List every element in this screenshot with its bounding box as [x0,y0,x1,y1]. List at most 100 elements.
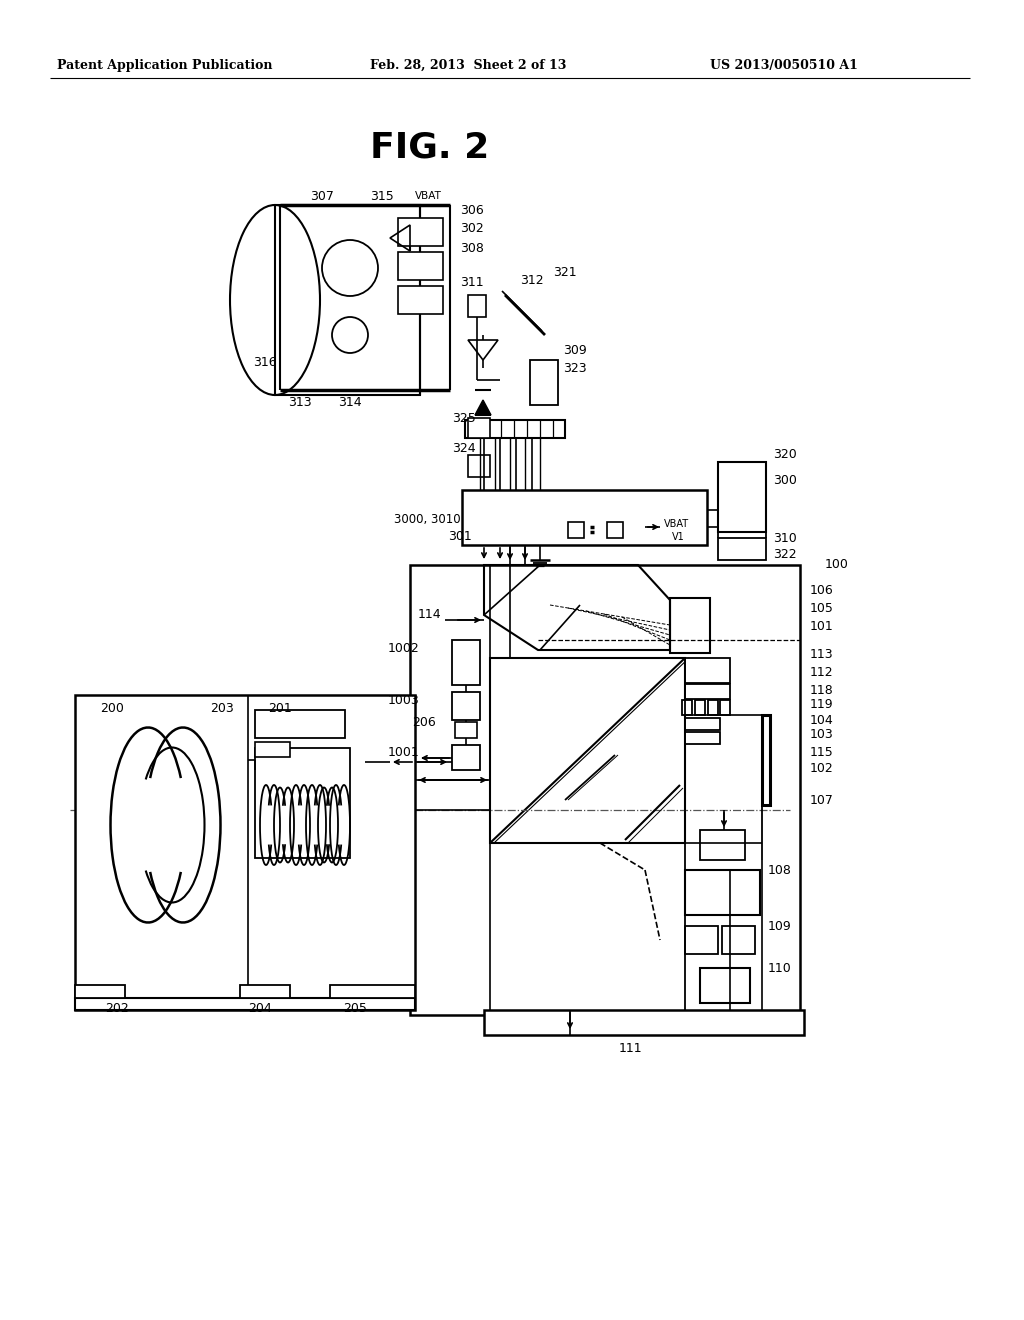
Text: 203: 203 [210,701,233,714]
Text: 201: 201 [268,701,292,714]
Text: 307: 307 [310,190,334,202]
Bar [75,998,415,1010]
Bar [700,830,745,861]
Bar [530,360,558,405]
Text: 314: 314 [338,396,361,408]
Bar [718,539,766,560]
Text: 302: 302 [460,222,483,235]
Text: V1: V1 [672,532,685,543]
Text: 119: 119 [810,698,834,711]
Bar [685,927,718,954]
Text: Feb. 28, 2013  Sheet 2 of 13: Feb. 28, 2013 Sheet 2 of 13 [370,58,566,71]
Bar [568,521,584,539]
Text: 106: 106 [810,583,834,597]
Text: FIG. 2: FIG. 2 [371,131,489,165]
Bar [452,744,480,770]
Text: 118: 118 [810,684,834,697]
Text: 105: 105 [810,602,834,615]
Bar [468,455,490,477]
Bar [275,205,420,395]
Text: 204: 204 [248,1002,271,1015]
Text: 308: 308 [460,242,484,255]
Bar [484,1010,804,1035]
Text: 306: 306 [460,203,483,216]
Polygon shape [475,400,490,414]
Text: 112: 112 [810,665,834,678]
Text: 205: 205 [343,1002,367,1015]
Text: 310: 310 [773,532,797,544]
Bar [722,927,755,954]
Bar [75,985,125,998]
Bar [685,684,730,700]
Text: 300: 300 [773,474,797,487]
Text: 110: 110 [768,961,792,974]
Text: 115: 115 [810,746,834,759]
Text: 104: 104 [810,714,834,726]
Bar [452,692,480,719]
Bar [670,598,710,653]
Text: 206: 206 [412,715,436,729]
Bar [240,985,290,998]
Text: 202: 202 [105,1002,129,1015]
Bar [75,696,415,1010]
Text: US 2013/0050510 A1: US 2013/0050510 A1 [710,58,858,71]
Bar [607,521,623,539]
Text: Patent Application Publication: Patent Application Publication [57,58,272,71]
Text: 325: 325 [452,412,476,425]
Text: 324: 324 [452,441,475,454]
Bar [255,748,350,858]
Text: 312: 312 [520,273,544,286]
Bar [465,420,565,438]
Bar [462,490,707,545]
Text: 108: 108 [768,863,792,876]
Bar [455,722,477,738]
Bar [708,700,718,715]
Text: 113: 113 [810,648,834,661]
Bar [700,968,750,1003]
Text: 100: 100 [825,558,849,572]
Bar [468,418,490,438]
Bar [762,715,770,805]
Text: 114: 114 [418,609,441,622]
Text: 111: 111 [618,1041,642,1055]
Bar [685,733,720,744]
Text: 323: 323 [563,362,587,375]
Bar [490,657,685,843]
Bar [682,700,692,715]
Bar [398,286,443,314]
Text: 1002: 1002 [388,642,420,655]
Text: VBAT: VBAT [664,519,689,529]
Text: 1003: 1003 [388,693,420,706]
Text: 320: 320 [773,449,797,462]
Bar [695,700,705,715]
Text: 107: 107 [810,793,834,807]
Bar [718,462,766,532]
Bar [410,565,800,1015]
Text: VBAT: VBAT [415,191,442,201]
Text: 101: 101 [810,619,834,632]
Text: 102: 102 [810,762,834,775]
Bar [720,700,730,715]
Text: 322: 322 [773,549,797,561]
Text: 309: 309 [563,343,587,356]
Bar [398,252,443,280]
Bar [452,640,480,685]
Text: 301: 301 [449,531,472,544]
Text: 103: 103 [810,729,834,742]
Bar [398,218,443,246]
Bar [468,294,486,317]
Text: 1001: 1001 [388,746,420,759]
Bar [255,742,290,756]
Text: 200: 200 [100,701,124,714]
Text: 109: 109 [768,920,792,932]
Bar [330,985,415,998]
Bar [685,657,730,682]
Text: 311: 311 [460,276,483,289]
Text: 313: 313 [288,396,311,408]
Text: 3000, 3010: 3000, 3010 [394,513,461,527]
Text: 321: 321 [553,265,577,279]
Bar [255,710,345,738]
Text: 316: 316 [253,355,276,368]
Text: 315: 315 [370,190,394,202]
Bar [685,870,760,915]
